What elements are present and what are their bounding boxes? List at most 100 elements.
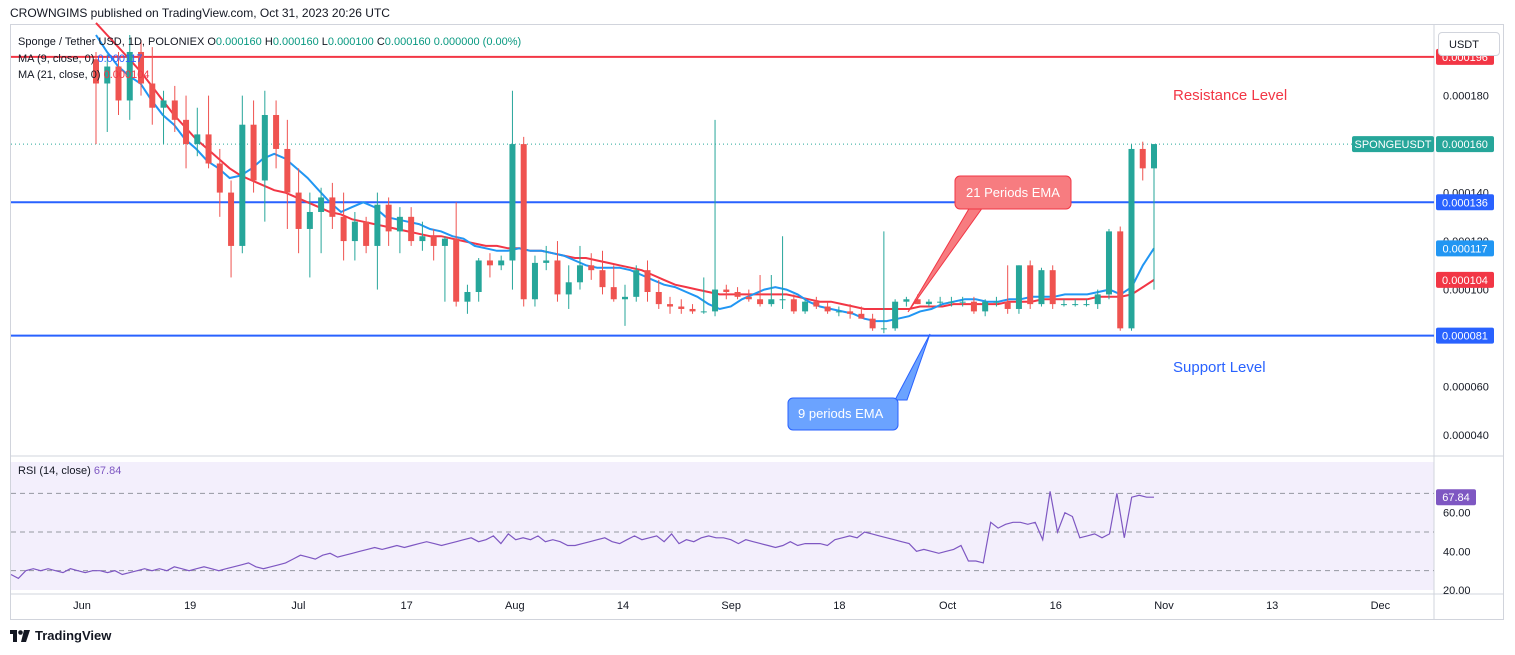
ma9-legend: MA (9, close, 0) 0.000117 (18, 53, 143, 65)
rsi-label: RSI (14, close) (18, 465, 91, 477)
candle-body (351, 221, 358, 242)
candle-body (273, 115, 280, 149)
close-label: C (376, 36, 385, 48)
rsi-axis-tick: 60.00 (1443, 508, 1471, 520)
candle-body (925, 301, 932, 305)
open-label: O (207, 36, 216, 48)
candle-body (441, 238, 448, 246)
candle-body (689, 308, 696, 312)
candle-body (779, 299, 786, 301)
high-value: 0.000160 (272, 36, 319, 48)
candle-body (306, 211, 313, 229)
candle-body (531, 262, 538, 300)
price-tag-text: 0.000081 (1442, 331, 1488, 343)
time-axis-tick: 14 (617, 600, 629, 612)
candle-body (1117, 231, 1124, 329)
ema9-callout-pointer (894, 333, 931, 401)
close-value: 0.000160 (384, 36, 431, 48)
candle-body (757, 299, 764, 305)
candle-body (880, 328, 887, 330)
change-value: 0.000000 (0.00%) (433, 36, 522, 48)
candle-body (205, 134, 212, 164)
candle-body (1060, 304, 1067, 306)
time-axis-tick: 19 (184, 600, 196, 612)
candle-body (937, 301, 944, 303)
candle-body (509, 144, 516, 261)
candle-body (667, 304, 674, 307)
price-tag (1436, 271, 1494, 288)
candle-body (959, 301, 966, 303)
ma21-label: MA (21, close, 0) (18, 69, 101, 81)
candle-body (216, 163, 223, 193)
candle-body (93, 59, 99, 84)
symbol-tag-text: SPONGEUSDT (1354, 139, 1431, 151)
high-label: H (264, 36, 273, 48)
price-tag-text: 0.000104 (1442, 275, 1488, 287)
symbol-name: Sponge / Tether USD, 1D, POLONIEX (18, 36, 205, 48)
candle-body (183, 119, 190, 145)
tradingview-footer: TradingView (10, 628, 111, 643)
candle-body (520, 144, 527, 300)
ma21-value: 0.000104 (103, 69, 150, 81)
candle-body (1072, 304, 1079, 306)
candle-body (1004, 301, 1011, 309)
symbol-tag (1352, 136, 1434, 153)
ema21-callout (954, 175, 1072, 210)
low-label: L (321, 36, 328, 48)
candle-body (250, 124, 257, 181)
price-axis-tick: 0.000040 (1443, 430, 1489, 442)
candle-body (1151, 144, 1157, 169)
time-axis-tick: 13 (1266, 600, 1278, 612)
price-tag (1436, 136, 1494, 153)
candle-body (678, 306, 685, 309)
rsi-axis-tick: 20.00 (1443, 585, 1471, 597)
price-axis-tick: 0.000060 (1443, 382, 1489, 394)
candle-body (655, 291, 662, 305)
time-axis-tick: 17 (400, 600, 412, 612)
candle-body (1049, 270, 1056, 305)
candle-body (554, 260, 561, 295)
candle-body (633, 270, 640, 297)
price-tag-text: 0.000160 (1442, 139, 1488, 151)
low-value: 0.000100 (327, 36, 374, 48)
candle-body (104, 66, 111, 84)
candle-body (115, 66, 122, 101)
candle-body (498, 260, 505, 266)
symbol-legend: Sponge / Tether USD, 1D, POLONIEX O0.000… (18, 36, 521, 48)
candle-body (993, 301, 1000, 303)
candle-body (734, 291, 741, 297)
candle-body (374, 204, 381, 246)
candle-body (914, 299, 921, 305)
candle-body (565, 282, 572, 295)
open-value: 0.000160 (215, 36, 262, 48)
time-axis-tick: Dec (1371, 600, 1391, 612)
ema21-line (95, 22, 1155, 310)
candle-body (588, 265, 595, 271)
candle-body (892, 301, 899, 329)
ma9-value: 0.000117 (97, 53, 143, 65)
candle-body (1105, 231, 1112, 295)
candle-body (903, 299, 910, 302)
resistance-label: Resistance Level (1173, 87, 1287, 104)
candle-body (1027, 265, 1034, 305)
ema21-callout-pointer (907, 206, 984, 313)
support-label: Support Level (1173, 359, 1266, 376)
candle-body (261, 115, 268, 181)
time-axis-tick: Nov (1154, 600, 1174, 612)
rsi-legend: RSI (14, close) 67.84 (18, 465, 121, 477)
candle-body (430, 236, 437, 246)
candle-body (869, 318, 876, 329)
ema21-callout-text: 21 Periods EMA (966, 185, 1060, 200)
candle-body (295, 192, 302, 229)
rsi-price-tag-text: 67.84 (1442, 492, 1470, 504)
candle-body (408, 216, 415, 242)
chart-frame (10, 24, 1504, 620)
rsi-pane-background (11, 462, 1434, 590)
currency-button[interactable]: USDT (1438, 32, 1500, 56)
level-price-tag (1436, 194, 1494, 211)
level-price-tag (1436, 327, 1494, 344)
candle-body (543, 260, 550, 263)
candle-body (982, 301, 989, 312)
time-axis-tick: Jul (291, 600, 305, 612)
